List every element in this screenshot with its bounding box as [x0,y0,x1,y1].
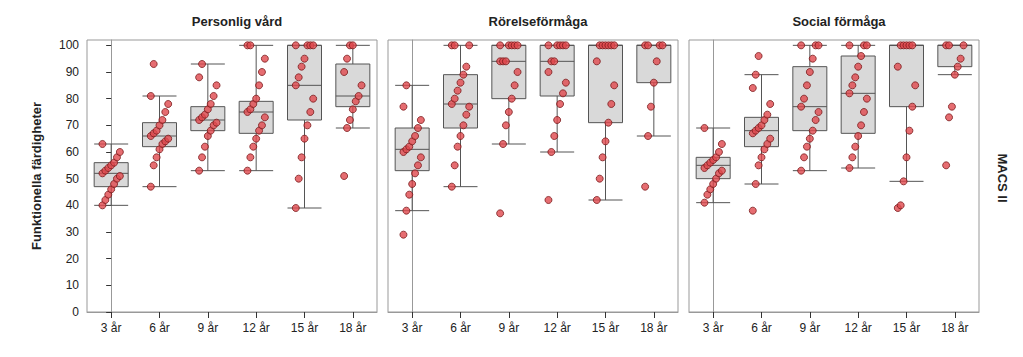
svg-text:15 år: 15 år [291,321,318,335]
svg-text:12 år: 12 år [242,321,269,335]
svg-text:9 år: 9 år [498,321,519,335]
svg-text:Social förmåga: Social förmåga [792,14,886,29]
svg-text:18 år: 18 år [339,321,366,335]
svg-text:15 år: 15 år [592,321,619,335]
svg-text:6 år: 6 år [751,321,772,335]
svg-text:Personlig vård: Personlig vård [192,14,282,29]
svg-text:Rörelseförmåga: Rörelseförmåga [489,14,589,29]
svg-text:9 år: 9 år [799,321,820,335]
svg-text:9 år: 9 år [197,321,218,335]
svg-text:3 år: 3 år [402,321,423,335]
svg-text:6 år: 6 år [450,321,471,335]
svg-text:6 år: 6 år [149,321,170,335]
svg-text:30: 30 [66,225,80,239]
svg-text:Funktionella färdigheter: Funktionella färdigheter [29,102,44,250]
svg-text:90: 90 [66,65,80,79]
svg-text:3 år: 3 år [703,321,724,335]
svg-text:20: 20 [66,252,80,266]
svg-text:12 år: 12 år [543,321,570,335]
svg-text:12 år: 12 år [844,321,871,335]
svg-text:MACS II: MACS II [995,153,1010,202]
svg-text:70: 70 [66,118,80,132]
svg-text:50: 50 [66,172,80,186]
svg-text:15 år: 15 år [893,321,920,335]
svg-text:40: 40 [66,198,80,212]
svg-text:0: 0 [72,305,79,319]
svg-text:3 år: 3 år [101,321,122,335]
svg-text:18 år: 18 år [640,321,667,335]
svg-text:10: 10 [66,278,80,292]
svg-text:80: 80 [66,92,80,106]
svg-text:60: 60 [66,145,80,159]
svg-text:100: 100 [59,38,79,52]
svg-text:18 år: 18 år [941,321,968,335]
